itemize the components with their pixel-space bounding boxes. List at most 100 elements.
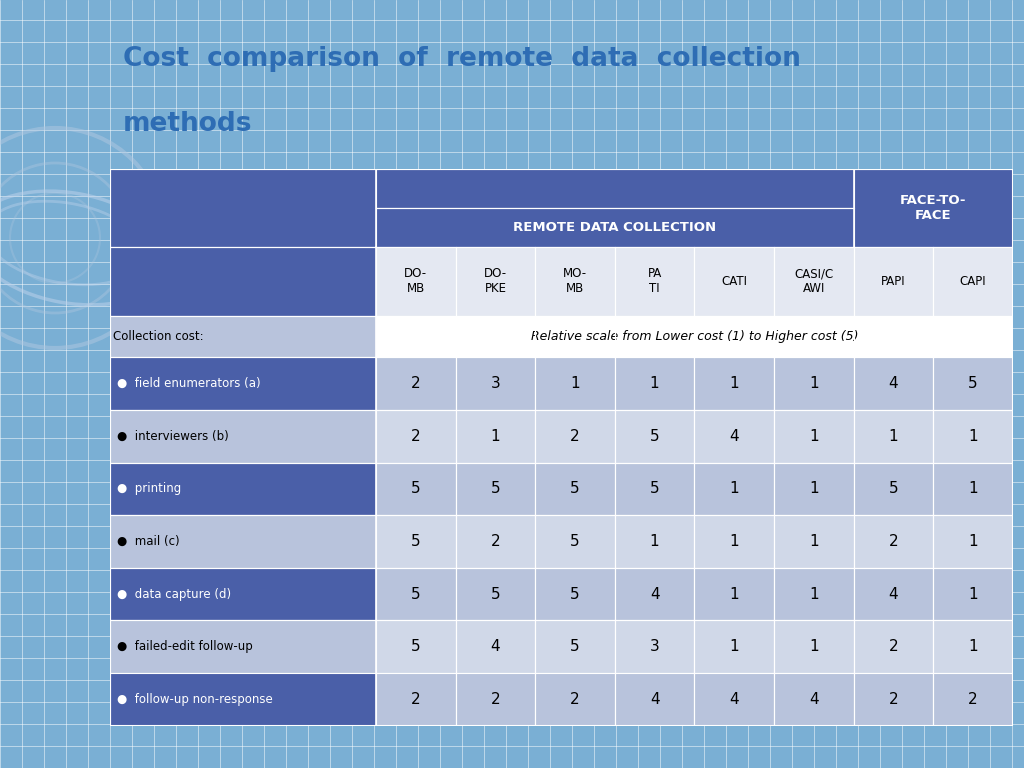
- Text: 2: 2: [411, 692, 421, 707]
- Bar: [614, 462, 694, 515]
- Text: CASI/C
AWI: CASI/C AWI: [795, 267, 834, 295]
- Text: ●  interviewers (b): ● interviewers (b): [117, 430, 228, 443]
- Text: 5: 5: [570, 534, 580, 549]
- Text: 1: 1: [809, 534, 818, 549]
- Text: 1: 1: [968, 534, 978, 549]
- Bar: [933, 247, 1013, 316]
- Bar: [376, 621, 456, 673]
- Bar: [933, 410, 1013, 462]
- Bar: [854, 357, 933, 410]
- Bar: [774, 247, 854, 316]
- Bar: [694, 621, 774, 673]
- Bar: [614, 568, 694, 621]
- Text: 5: 5: [570, 482, 580, 496]
- Text: 5: 5: [490, 587, 500, 601]
- Bar: [110, 621, 376, 673]
- Bar: [694, 568, 774, 621]
- Text: 5: 5: [968, 376, 978, 391]
- Bar: [933, 673, 1013, 726]
- Text: 1: 1: [729, 376, 739, 391]
- Bar: [614, 357, 694, 410]
- Text: PAPI: PAPI: [881, 275, 905, 288]
- Bar: [774, 621, 854, 673]
- Text: 2: 2: [490, 534, 500, 549]
- Bar: [694, 247, 774, 316]
- Bar: [854, 621, 933, 673]
- Text: CAPI: CAPI: [959, 275, 986, 288]
- Text: 1: 1: [809, 482, 818, 496]
- Bar: [376, 410, 456, 462]
- Bar: [536, 247, 614, 316]
- Text: 4: 4: [650, 587, 659, 601]
- Bar: [774, 515, 854, 568]
- Bar: [456, 515, 536, 568]
- Text: 4: 4: [650, 692, 659, 707]
- Bar: [110, 316, 376, 357]
- Bar: [376, 169, 854, 207]
- Bar: [854, 410, 933, 462]
- Text: 5: 5: [490, 482, 500, 496]
- Text: 2: 2: [490, 692, 500, 707]
- Text: MO-
MB: MO- MB: [563, 267, 587, 295]
- Text: 2: 2: [889, 534, 898, 549]
- Text: 2: 2: [411, 429, 421, 444]
- Text: 1: 1: [729, 482, 739, 496]
- Text: 1: 1: [889, 429, 898, 444]
- Text: 5: 5: [650, 429, 659, 444]
- Text: 4: 4: [889, 587, 898, 601]
- Bar: [694, 410, 774, 462]
- Bar: [536, 621, 614, 673]
- Bar: [854, 568, 933, 621]
- Text: ●  data capture (d): ● data capture (d): [117, 588, 231, 601]
- Bar: [456, 462, 536, 515]
- Text: 1: 1: [968, 587, 978, 601]
- Bar: [110, 673, 376, 726]
- Bar: [694, 462, 774, 515]
- Bar: [774, 462, 854, 515]
- Text: 4: 4: [490, 639, 500, 654]
- Bar: [376, 673, 456, 726]
- Text: 2: 2: [411, 376, 421, 391]
- Text: 1: 1: [729, 639, 739, 654]
- Bar: [536, 673, 614, 726]
- Bar: [456, 568, 536, 621]
- Text: 2: 2: [889, 639, 898, 654]
- Bar: [774, 673, 854, 726]
- Bar: [376, 515, 456, 568]
- Text: 1: 1: [729, 534, 739, 549]
- Text: 5: 5: [570, 587, 580, 601]
- Bar: [110, 357, 376, 410]
- Text: 1: 1: [809, 429, 818, 444]
- Bar: [376, 357, 456, 410]
- Bar: [854, 515, 933, 568]
- Text: Collection cost:: Collection cost:: [114, 330, 204, 343]
- Bar: [694, 515, 774, 568]
- Bar: [536, 410, 614, 462]
- Bar: [774, 357, 854, 410]
- Text: 5: 5: [650, 482, 659, 496]
- Bar: [110, 515, 376, 568]
- Bar: [456, 673, 536, 726]
- Text: DO-
MB: DO- MB: [404, 267, 427, 295]
- Text: 4: 4: [729, 692, 739, 707]
- Bar: [376, 316, 1013, 357]
- Text: 1: 1: [650, 534, 659, 549]
- Bar: [376, 568, 456, 621]
- Bar: [536, 568, 614, 621]
- Text: 4: 4: [809, 692, 818, 707]
- Bar: [456, 621, 536, 673]
- Text: 5: 5: [411, 534, 421, 549]
- Bar: [376, 207, 854, 247]
- Bar: [110, 247, 376, 316]
- Bar: [933, 462, 1013, 515]
- Bar: [110, 462, 376, 515]
- Text: 1: 1: [968, 482, 978, 496]
- Text: 1: 1: [729, 587, 739, 601]
- Bar: [694, 673, 774, 726]
- Text: 1: 1: [809, 376, 818, 391]
- Bar: [854, 673, 933, 726]
- Text: 2: 2: [570, 692, 580, 707]
- Text: PA
TI: PA TI: [647, 267, 662, 295]
- Bar: [933, 568, 1013, 621]
- Bar: [536, 515, 614, 568]
